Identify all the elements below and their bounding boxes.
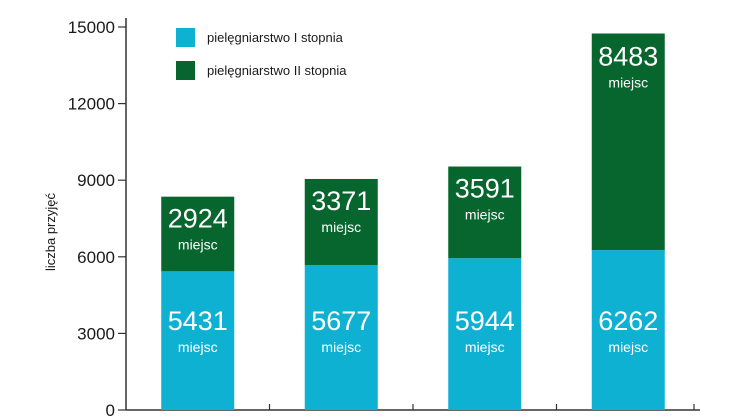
y-tick-label: 3000 xyxy=(77,324,115,343)
legend: pielęgniarstwo I stopnia pielęgniarstwo I… xyxy=(176,28,347,80)
bar-unit-label: miejsc xyxy=(321,339,361,355)
bar-unit-label: miejsc xyxy=(178,237,218,253)
bar-value-label: 2924 xyxy=(168,204,228,234)
bar-value-label: 5431 xyxy=(168,306,228,336)
bar-segment-second-degree xyxy=(161,196,235,272)
bar-unit-label: miejsc xyxy=(465,207,505,223)
bar-segment-first-degree xyxy=(448,258,522,410)
bar-segment-first-degree xyxy=(161,271,235,410)
bar-value-label: 5944 xyxy=(455,306,515,336)
legend-label: pielęgniarstwo I stopnia xyxy=(207,30,344,45)
bar-value-label: 6262 xyxy=(598,306,658,336)
legend-swatch xyxy=(176,28,195,47)
bar-value-label: 5677 xyxy=(311,306,371,336)
bar-unit-label: miejsc xyxy=(608,75,648,91)
legend-swatch xyxy=(176,61,195,80)
bar-unit-label: miejsc xyxy=(178,339,218,355)
bar-segment-second-degree xyxy=(448,166,522,259)
bar-segment-second-degree xyxy=(304,178,378,266)
y-tick-label: 15000 xyxy=(68,18,115,37)
bar-value-label: 8483 xyxy=(598,42,658,72)
bar-segment-first-degree xyxy=(304,265,378,410)
bar-segment-second-degree xyxy=(591,33,665,251)
bar-value-label: 3371 xyxy=(311,186,371,216)
legend-label: pielęgniarstwo II stopnia xyxy=(207,63,347,78)
bar-unit-label: miejsc xyxy=(321,219,361,235)
bar-unit-label: miejsc xyxy=(465,339,505,355)
bars: 5431 miejsc 2924 miejsc 5677 miejsc 3371 miejsc… xyxy=(161,33,665,410)
bar-segment-first-degree xyxy=(591,250,665,410)
y-axis-label: liczba przyjęć xyxy=(43,192,58,271)
bar-unit-label: miejsc xyxy=(608,339,648,355)
y-axis-ticks: 0 3000 6000 9000 12000 15000 xyxy=(68,18,126,416)
y-tick-label: 9000 xyxy=(77,171,115,190)
bar-value-label: 3591 xyxy=(455,174,515,204)
y-tick-label: 6000 xyxy=(77,248,115,267)
y-tick-label: 0 xyxy=(106,401,115,416)
y-tick-label: 12000 xyxy=(68,95,115,114)
